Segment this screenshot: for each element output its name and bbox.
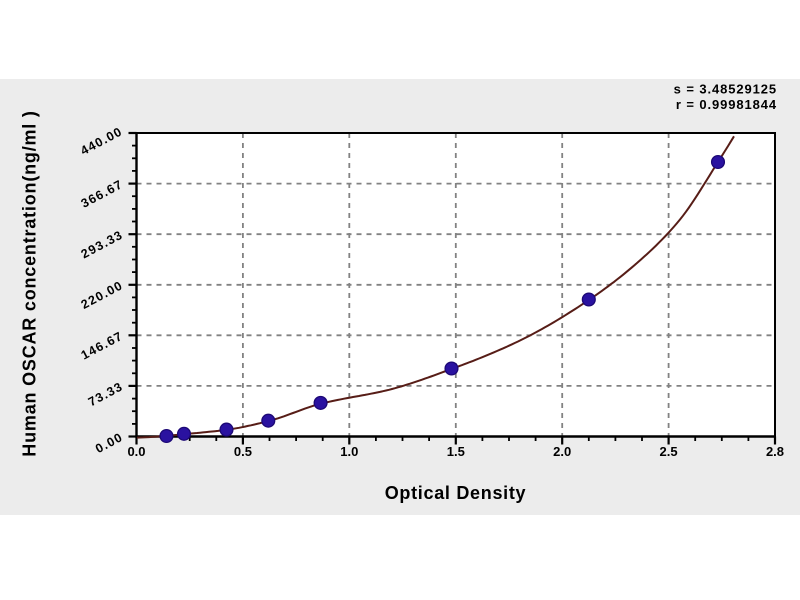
svg-text:s = 3.48529125: s = 3.48529125: [674, 82, 777, 97]
svg-text:73.33: 73.33: [86, 379, 125, 409]
svg-text:146.67: 146.67: [79, 329, 126, 363]
svg-text:2.8: 2.8: [766, 444, 784, 459]
svg-text:293.33: 293.33: [79, 228, 126, 262]
svg-text:440.00: 440.00: [78, 124, 125, 158]
svg-text:0.0: 0.0: [127, 444, 145, 459]
svg-text:366.67: 366.67: [79, 177, 126, 211]
svg-text:0.5: 0.5: [234, 444, 252, 459]
svg-text:2.5: 2.5: [660, 444, 678, 459]
svg-text:220.00: 220.00: [79, 278, 126, 312]
svg-text:0.00: 0.00: [93, 430, 125, 456]
svg-text:r = 0.99981844: r = 0.99981844: [676, 97, 777, 112]
svg-text:2.0: 2.0: [553, 444, 571, 459]
svg-text:Optical Density: Optical Density: [385, 483, 527, 503]
svg-text:1.5: 1.5: [447, 444, 465, 459]
svg-text:Human OSCAR concentration(ng/m: Human OSCAR concentration(ng/ml ): [20, 110, 40, 456]
svg-text:1.0: 1.0: [340, 444, 358, 459]
